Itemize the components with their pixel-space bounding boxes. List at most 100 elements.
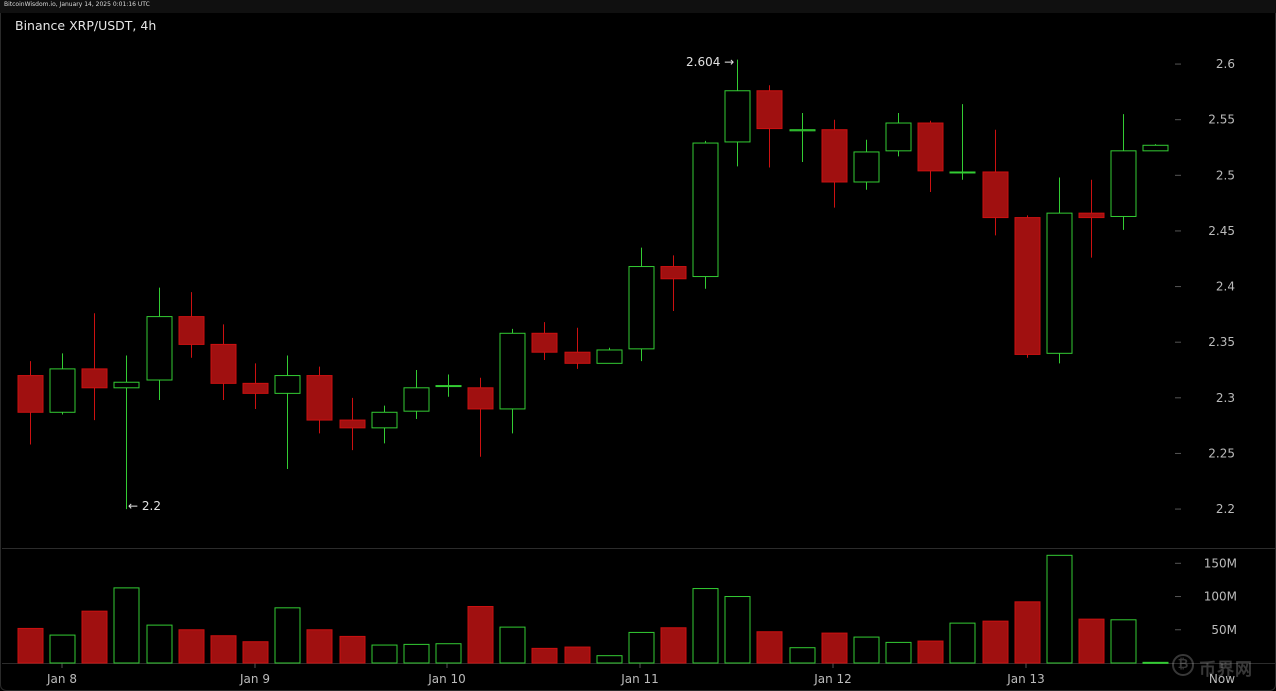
volume-tick-label: 100M xyxy=(1204,590,1237,604)
candle-body xyxy=(499,332,526,410)
volume-bar xyxy=(435,643,462,664)
candle-body xyxy=(210,343,237,384)
volume-bar xyxy=(499,626,526,664)
candle-body xyxy=(564,351,591,364)
candle-body xyxy=(242,382,269,394)
volume-bar xyxy=(1014,601,1041,664)
candle-body xyxy=(596,349,623,364)
volume-bar xyxy=(146,624,173,664)
watermark-text: 币界网 xyxy=(1199,660,1253,680)
volume-bar xyxy=(660,627,687,664)
volume-bar xyxy=(885,641,912,664)
candle-body xyxy=(49,368,76,413)
volume-bar xyxy=(596,655,623,664)
volume-bar xyxy=(917,640,944,664)
chart-title: Binance XRP/USDT, 4h xyxy=(15,18,157,33)
candle-body xyxy=(81,368,108,389)
time-tick-label: Jan 12 xyxy=(813,672,852,686)
time-tick-label: Jan 9 xyxy=(239,672,270,686)
candle-body xyxy=(467,387,494,410)
candle-body xyxy=(371,411,398,429)
candle-body xyxy=(1142,144,1169,152)
volume-bar xyxy=(274,607,301,664)
candle-body xyxy=(724,90,751,143)
candle-body xyxy=(435,385,462,388)
candle-body xyxy=(821,129,848,183)
volume-bar xyxy=(339,635,366,664)
volume-bar xyxy=(306,629,333,664)
price-tick-label: 2.45 xyxy=(1208,224,1235,238)
volume-bar xyxy=(17,627,44,664)
watermark-logo: ₿ 币界网 xyxy=(1172,652,1268,680)
price-tick-label: 2.35 xyxy=(1208,335,1235,349)
candle-body xyxy=(853,151,880,183)
price-tick-label: 2.4 xyxy=(1216,280,1235,294)
volume-bar xyxy=(1046,554,1073,664)
price-tick-label: 2.2 xyxy=(1216,502,1235,516)
volume-bar xyxy=(242,641,269,664)
time-tick-label: Jan 13 xyxy=(1006,672,1045,686)
volume-bar xyxy=(113,587,140,664)
price-tick-label: 2.5 xyxy=(1216,168,1235,182)
volume-bar xyxy=(531,647,558,664)
volume-bar xyxy=(982,620,1009,664)
candle-body xyxy=(789,129,816,132)
price-tick-label: 2.25 xyxy=(1208,446,1235,460)
time-tick-label: Jan 8 xyxy=(46,672,77,686)
price-tick-label: 2.6 xyxy=(1216,57,1235,71)
candle-body xyxy=(692,142,719,278)
volume-bar xyxy=(1142,661,1169,664)
timestamp-text: BitcoinWisdom.io, January 14, 2025 0:01:… xyxy=(4,1,150,8)
candle-body xyxy=(982,171,1009,219)
volume-bar xyxy=(724,596,751,664)
candle-body xyxy=(113,381,140,389)
low-annotation: ← 2.2 xyxy=(128,499,161,513)
candle-body xyxy=(756,90,783,130)
volume-bar xyxy=(49,634,76,664)
candle-body xyxy=(339,419,366,429)
candle-body xyxy=(1014,217,1041,355)
volume-bar xyxy=(178,629,205,664)
volume-bar xyxy=(756,631,783,664)
volume-bar xyxy=(949,622,976,664)
candle-body xyxy=(146,316,173,381)
candle-body xyxy=(660,266,687,280)
candle-body xyxy=(885,122,912,152)
volume-bar xyxy=(81,610,108,664)
volume-bar xyxy=(371,644,398,664)
volume-bar xyxy=(467,606,494,664)
volume-tick-label: 150M xyxy=(1204,556,1237,570)
candle-body xyxy=(531,332,558,353)
volume-tick-label: 50M xyxy=(1211,623,1237,637)
volume-bar xyxy=(1078,618,1105,664)
candle-body xyxy=(917,122,944,172)
candle-body xyxy=(306,375,333,421)
candle-body xyxy=(628,266,655,350)
volume-bar xyxy=(853,636,880,664)
candle-body xyxy=(178,316,205,345)
high-annotation: 2.604 → xyxy=(686,55,734,69)
volume-bar xyxy=(564,646,591,664)
price-tick-label: 2.3 xyxy=(1216,391,1235,405)
candle-body xyxy=(1110,150,1137,217)
candle-body xyxy=(1078,212,1105,219)
volume-bar xyxy=(403,643,430,664)
time-tick-label: Jan 10 xyxy=(427,672,466,686)
volume-bar xyxy=(692,588,719,664)
volume-bar xyxy=(821,632,848,664)
candle-body xyxy=(1046,212,1073,354)
price-tick-label: 2.55 xyxy=(1208,113,1235,127)
time-tick-label: Jan 11 xyxy=(620,672,659,686)
candle-body xyxy=(274,375,301,394)
header-bar: BitcoinWisdom.io, January 14, 2025 0:01:… xyxy=(0,0,1276,13)
candle-body xyxy=(949,171,976,174)
coin-logo-icon: ₿ xyxy=(1172,654,1194,676)
volume-bar xyxy=(210,635,237,664)
time-tick-label: Now xyxy=(1209,672,1235,686)
volume-bar xyxy=(1110,619,1137,664)
volume-bar xyxy=(789,647,816,664)
candle-body xyxy=(17,375,44,413)
volume-bar xyxy=(628,631,655,664)
candle-body xyxy=(403,387,430,412)
